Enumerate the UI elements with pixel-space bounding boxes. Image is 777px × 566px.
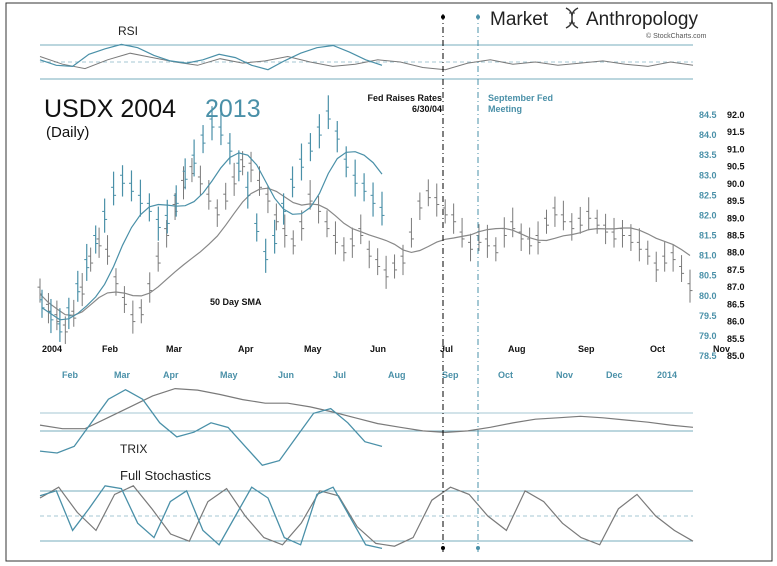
axis-2004-tick: 89.5 xyxy=(727,196,745,206)
fed-raise-marker-top xyxy=(441,15,445,19)
month-2004-label: Aug xyxy=(508,344,526,354)
axis-2004-tick: 86.5 xyxy=(727,299,745,309)
month-2004-label: Sep xyxy=(578,344,595,354)
axis-2004-tick: 90.5 xyxy=(727,162,745,172)
axis-2004-tick: 89.0 xyxy=(727,213,745,223)
axis-2004-tick: 88.5 xyxy=(727,231,745,241)
month-2004-label: Feb xyxy=(102,344,119,354)
fed-raise-marker-bottom xyxy=(441,546,445,550)
brand-credit: © StockCharts.com xyxy=(646,32,707,40)
brand-word-1: Market xyxy=(490,9,549,30)
brand-word-2: Anthropology xyxy=(586,9,698,30)
month-2013-label: Dec xyxy=(606,370,623,380)
fed-raise-label-line2: 6/30/04 xyxy=(412,104,442,114)
axis-2004-tick: 87.0 xyxy=(727,282,745,292)
axis-2013-tick: 84.0 xyxy=(699,130,717,140)
axis-2004-tick: 88.0 xyxy=(727,248,745,258)
dna-helix-icon xyxy=(565,7,579,29)
month-2004-label: Mar xyxy=(166,344,183,354)
fed-meeting-label-line1: September Fed xyxy=(488,93,553,103)
axis-2004-tick: 90.0 xyxy=(727,179,745,189)
rsi-label: RSI xyxy=(118,24,138,38)
month-2004-label: May xyxy=(304,344,322,354)
axis-2004-tick: 87.5 xyxy=(727,265,745,275)
month-2013-label: 2014 xyxy=(657,370,677,380)
fed-raise-label-line1: Fed Raises Rates xyxy=(367,93,442,103)
axis-2004: 92.0 91.5 91.0 90.5 90.0 89.5 89.0 88.5 88.0 87.5… xyxy=(727,110,745,361)
trix-panel: TRIX xyxy=(39,387,694,467)
month-2004-label: Oct xyxy=(650,344,665,354)
month-2004-label: Jul xyxy=(440,344,453,354)
stoch-label: Full Stochastics xyxy=(120,468,212,483)
month-2004-label: Jun xyxy=(370,344,386,354)
months-2004: 2004 Feb Mar Apr May Jun Jul Aug Sep Oct Nov xyxy=(42,344,730,354)
trix-label: TRIX xyxy=(120,442,147,456)
month-2013-label: Jul xyxy=(333,370,346,380)
axis-2013-tick: 79.5 xyxy=(699,311,717,321)
rsi-2004-line xyxy=(39,52,694,71)
fed-meeting-marker-bottom xyxy=(476,546,480,550)
axis-2013: 84.5 84.0 83.5 83.0 82.5 82.0 81.5 81.0 80.5 80.0… xyxy=(699,110,717,361)
axis-2004-tick: 85.0 xyxy=(727,351,745,361)
month-2013-label: Feb xyxy=(62,370,79,380)
month-2013-label: Nov xyxy=(556,370,573,380)
month-2004-label: 2004 xyxy=(42,344,62,354)
axis-2013-tick: 84.5 xyxy=(699,110,717,120)
month-2013-label: May xyxy=(220,370,238,380)
axis-2013-tick: 82.5 xyxy=(699,190,717,200)
month-2004-label: Nov xyxy=(713,344,730,354)
axis-2004-tick: 92.0 xyxy=(727,110,745,120)
chart-frame xyxy=(5,2,773,562)
rsi-panel: RSI xyxy=(39,24,694,80)
axis-2013-tick: 80.0 xyxy=(699,291,717,301)
stoch-2004-line xyxy=(39,485,694,547)
axis-2004-tick: 85.5 xyxy=(727,334,745,344)
price-panel xyxy=(37,95,693,344)
stoch-2013-line xyxy=(39,485,383,550)
month-2013-label: Oct xyxy=(498,370,513,380)
chart-title-2013: 2013 xyxy=(205,95,261,123)
month-2013-label: Jun xyxy=(278,370,294,380)
axis-2004-tick: 91.5 xyxy=(727,127,745,137)
axis-2013-tick: 81.5 xyxy=(699,231,717,241)
rsi-2013-line xyxy=(39,43,383,71)
sma-2004-line xyxy=(39,187,691,317)
month-2013-label: Mar xyxy=(114,370,131,380)
axis-2013-tick: 79.0 xyxy=(699,331,717,341)
chart-title-2004: USDX 2004 xyxy=(44,95,176,123)
trix-2013-line xyxy=(39,388,383,467)
stoch-panel: Full Stochastics xyxy=(39,468,694,550)
month-2013-label: Apr xyxy=(163,370,179,380)
axis-2013-tick: 83.5 xyxy=(699,150,717,160)
axis-2013-tick: 82.0 xyxy=(699,210,717,220)
axis-2013-tick: 78.5 xyxy=(699,351,717,361)
chart-subtitle: (Daily) xyxy=(46,124,89,141)
sma-2013-line xyxy=(41,151,383,321)
trix-2004-line xyxy=(39,387,694,434)
axis-2013-tick: 80.5 xyxy=(699,271,717,281)
axis-2004-tick: 86.0 xyxy=(727,317,745,327)
axis-2013-tick: 81.0 xyxy=(699,251,717,261)
months-2013: Feb Mar Apr May Jun Jul Aug Sep Oct Nov Dec 2014 xyxy=(62,370,677,380)
axis-2013-tick: 83.0 xyxy=(699,170,717,180)
fed-meeting-label-line2: Meeting xyxy=(488,104,522,114)
fed-meeting-marker-top xyxy=(476,15,480,19)
month-2013-label: Sep xyxy=(442,370,459,380)
month-2013-label: Aug xyxy=(388,370,406,380)
axis-2004-tick: 91.0 xyxy=(727,144,745,154)
month-2004-label: Apr xyxy=(238,344,254,354)
sma-label: 50 Day SMA xyxy=(210,297,262,307)
